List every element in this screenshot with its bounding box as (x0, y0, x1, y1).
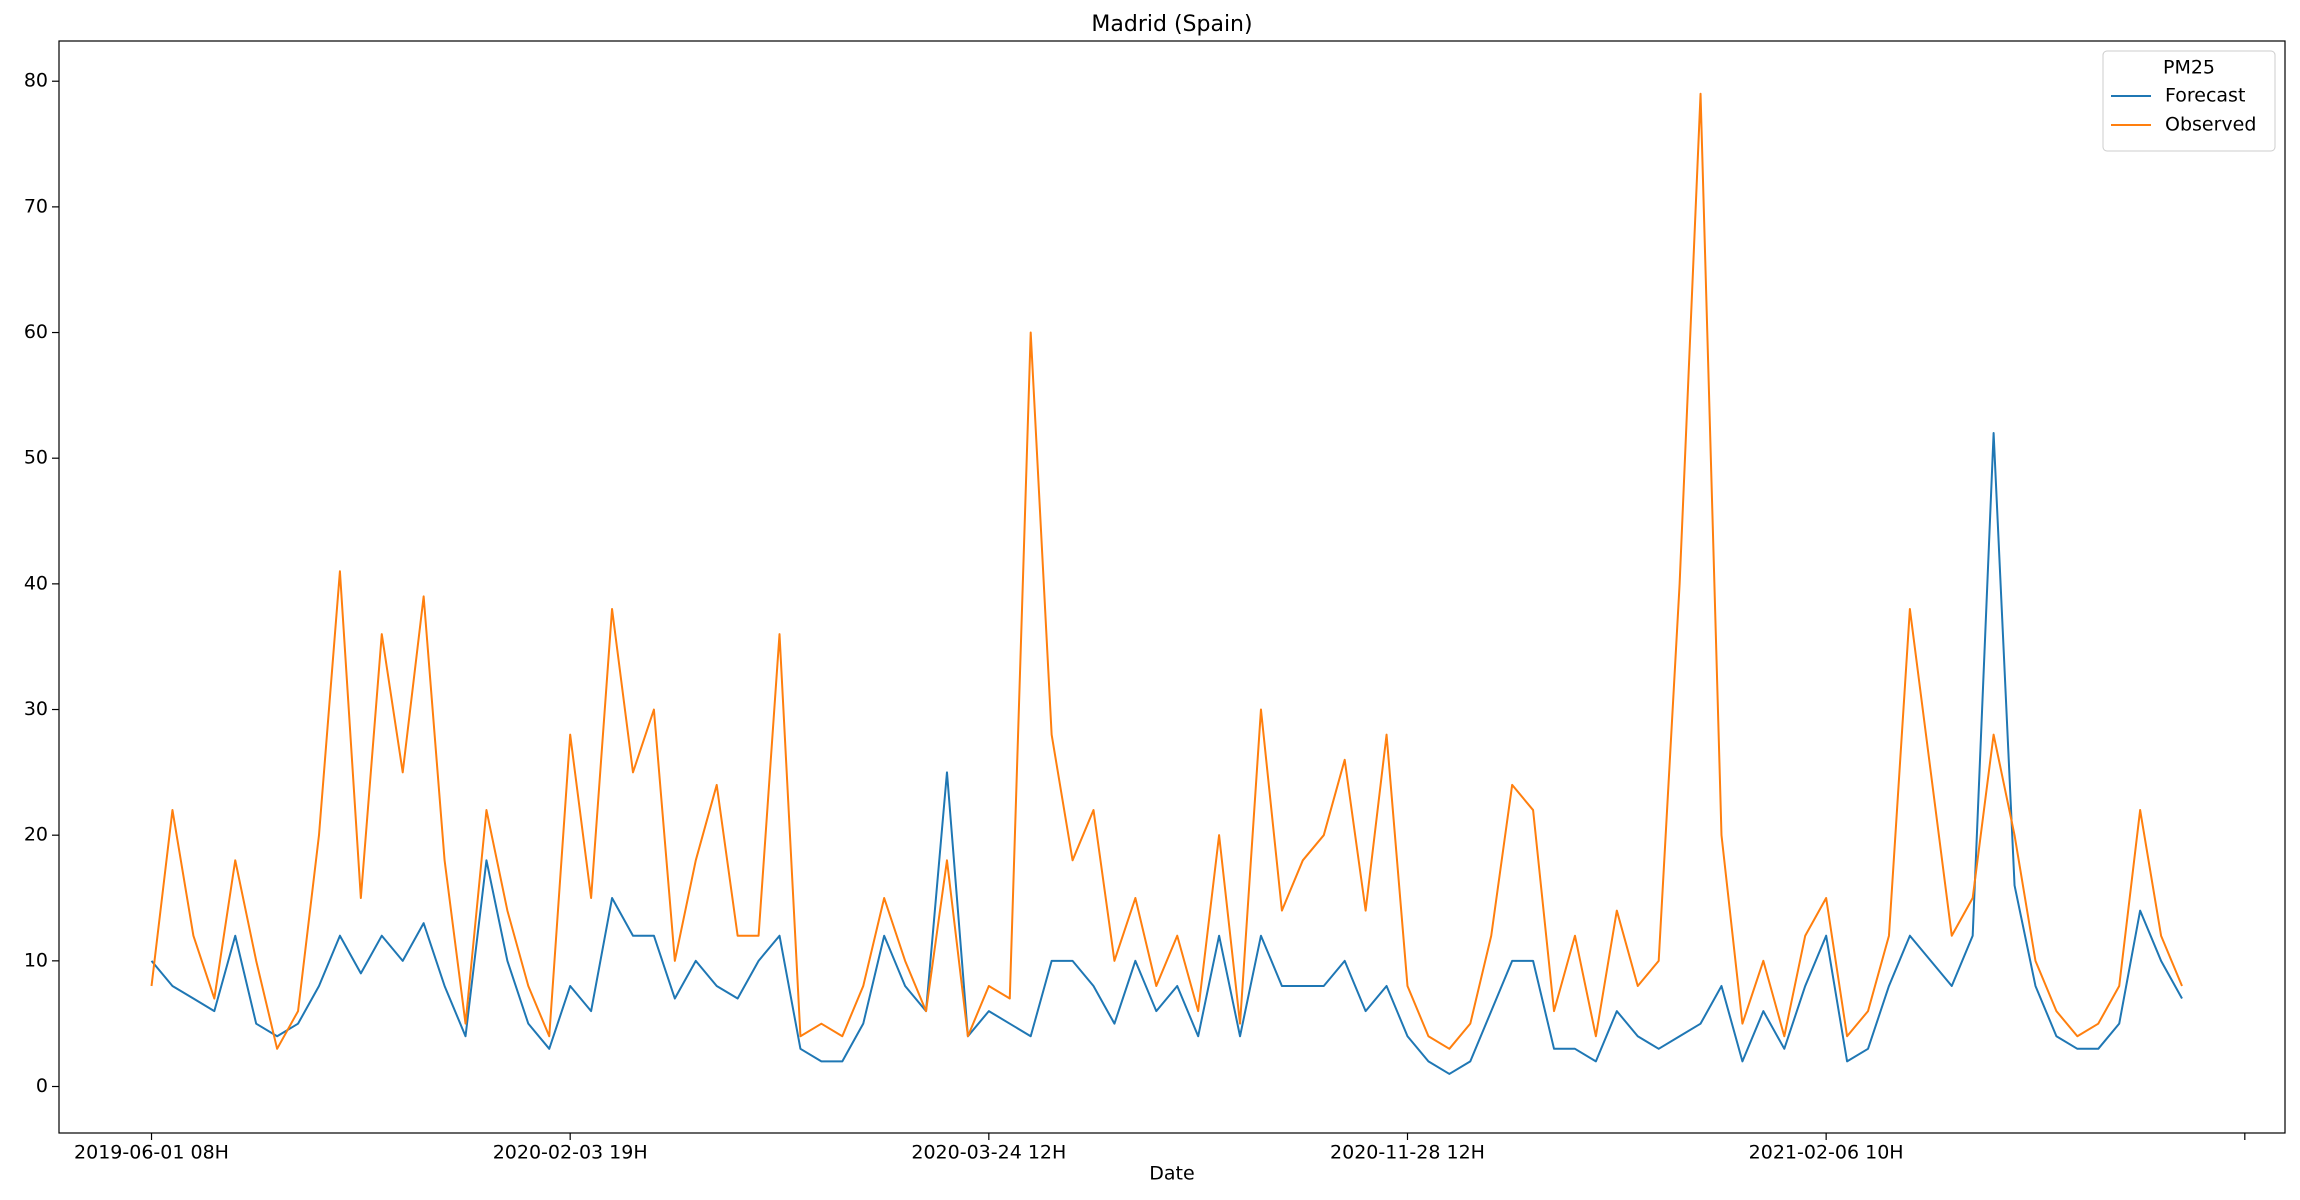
y-tick-label: 10 (24, 949, 48, 971)
series-line (150, 432, 2183, 1075)
x-tick-label: 2020-11-28 12H (1330, 1142, 1485, 1164)
y-tick-label: 40 (24, 572, 48, 594)
x-tick-label: 2020-03-24 12H (911, 1142, 1066, 1164)
x-tick-label: 2019-06-01 08H (74, 1142, 229, 1164)
y-tick-label: 30 (24, 698, 48, 720)
y-tick-label: 50 (24, 447, 48, 469)
y-tick-label: 20 (24, 824, 48, 846)
x-axis-label: Date (1149, 1163, 1194, 1185)
chart-title: Madrid (Spain) (1091, 12, 1252, 37)
legend-title: PM25 (2163, 57, 2215, 79)
x-tick-label: 2020-02-03 19H (493, 1142, 648, 1164)
y-tick-label: 70 (24, 195, 48, 217)
legend-label: Forecast (2165, 85, 2245, 107)
y-tick-label: 0 (36, 1075, 48, 1097)
y-tick-label: 60 (24, 321, 48, 343)
legend-label: Observed (2165, 114, 2256, 136)
x-tick-label: 2021-02-06 10H (1749, 1142, 1904, 1164)
series-line (150, 92, 2183, 1050)
plot-frame (58, 40, 2286, 1134)
y-tick-label: 80 (24, 70, 48, 92)
